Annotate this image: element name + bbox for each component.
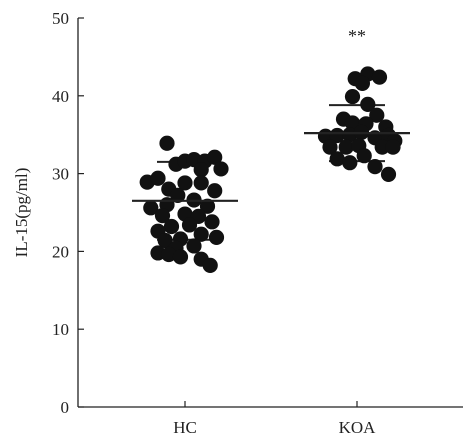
y-axis-title: IL-15(pg/ml) [12, 168, 31, 258]
data-point [202, 257, 218, 274]
data-point [204, 214, 220, 230]
data-point [329, 151, 345, 167]
data-point [374, 139, 390, 155]
data-point [150, 170, 166, 186]
y-tick-label: 20 [52, 242, 69, 261]
data-point [354, 75, 370, 91]
x-tick-label: KOA [339, 418, 377, 437]
data-point [208, 229, 225, 245]
x-tick-label: HC [173, 418, 197, 437]
data-point [369, 107, 385, 123]
data-point [170, 187, 186, 203]
chart-labels: 0 10 20 30 40 50 HC KOA ** [52, 9, 376, 437]
data-point [371, 69, 388, 85]
data-point [157, 232, 173, 249]
y-tick-label: 50 [52, 9, 69, 28]
data-point [143, 200, 159, 216]
mean-lines [132, 132, 410, 202]
chart-axes [77, 17, 463, 408]
data-point [163, 218, 180, 235]
data-point [181, 217, 198, 233]
data-point [186, 238, 202, 254]
data-point [172, 249, 189, 265]
data-point [356, 148, 372, 164]
data-point [380, 166, 397, 182]
data-point [154, 208, 171, 224]
data-point [177, 175, 193, 191]
data-point [193, 226, 209, 242]
data-point [159, 135, 175, 151]
data-point [193, 175, 209, 191]
data-point [322, 139, 338, 155]
data-point [385, 139, 401, 155]
data-point [207, 183, 223, 199]
data-point [342, 127, 358, 143]
data-point [344, 88, 361, 105]
data-point [329, 127, 345, 144]
data-point [213, 161, 229, 177]
data-point [199, 198, 216, 214]
data-point [338, 139, 354, 155]
significance-label: ** [348, 26, 366, 46]
data-point [161, 246, 177, 263]
data-point [342, 155, 358, 171]
data-point [207, 149, 223, 165]
data-point [193, 162, 209, 178]
data-point [367, 158, 383, 175]
y-tick-label: 40 [52, 87, 69, 106]
data-point [360, 96, 376, 112]
y-tick-label: 10 [52, 320, 69, 339]
data-points [139, 66, 403, 274]
y-tick-label: 30 [52, 165, 69, 184]
y-tick-label: 0 [61, 398, 70, 417]
